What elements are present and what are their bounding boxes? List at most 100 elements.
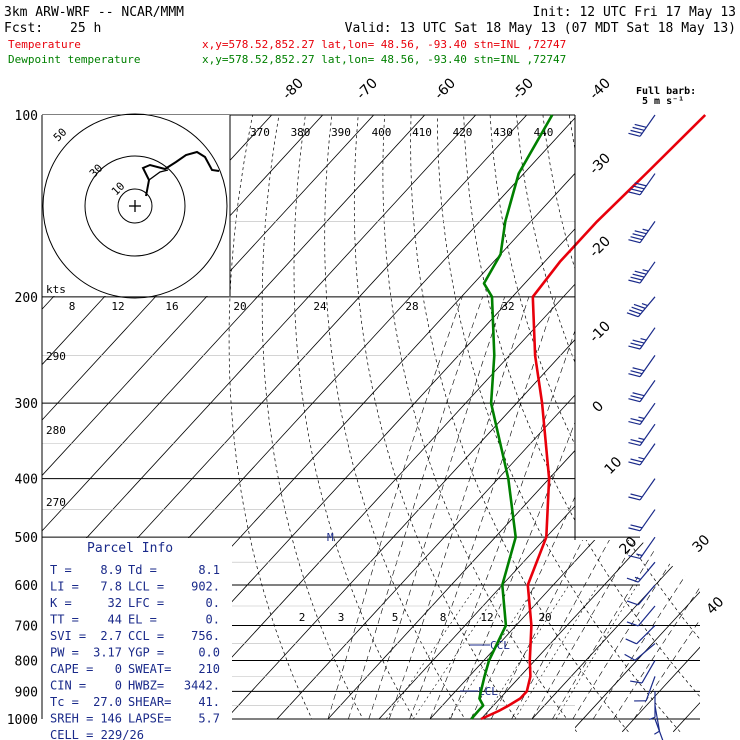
isotherm-label: -20 <box>587 233 614 260</box>
parcel-value: 0. <box>206 596 220 610</box>
wind-barb <box>626 605 656 627</box>
barb-legend-line2: 5 m s⁻¹ <box>642 96 684 107</box>
moist-adiabat <box>450 296 622 720</box>
parcel-value: SREH = <box>50 712 93 726</box>
parcel-value: 41. <box>198 695 220 709</box>
dry-adiabat <box>324 115 474 732</box>
scale-label: 16 <box>165 300 178 313</box>
moist-adiabat <box>327 296 463 720</box>
isotherm-label: -70 <box>354 75 381 102</box>
moist-adiabat <box>470 296 661 720</box>
isotherm-line <box>264 115 700 733</box>
init-time: Init: 12 UTC Fri 17 May 13 <box>533 5 737 20</box>
parcel-value: CAPE = <box>50 662 93 676</box>
mixing-ratio-line <box>412 584 503 720</box>
dry-adiabat <box>353 115 526 732</box>
parcel-value: PW = <box>50 646 79 660</box>
parcel-value: K = <box>50 596 72 610</box>
pressure-label-100: 100 <box>15 109 38 124</box>
isotherm-label: -30 <box>587 150 614 177</box>
mixing-ratio-label: 20 <box>538 611 551 624</box>
parcel-value: 0 <box>115 662 122 676</box>
isotherm-line <box>42 115 336 733</box>
moist-adiabat <box>531 296 700 720</box>
mixing-ratio-label: 8 <box>440 611 447 624</box>
temperature-location: x,y=578.52,852.27 lat,lon= 48.56, -93.40… <box>202 38 566 51</box>
scale-label: 8 <box>69 300 76 313</box>
parcel-value: 756. <box>191 629 220 643</box>
wind-barb <box>626 561 656 583</box>
moist-adiabat <box>613 296 700 720</box>
parcel-value: Td = <box>128 563 157 577</box>
parcel-value: EL = <box>128 613 157 627</box>
valid-time: Valid: 13 UTC Sat 18 May 13 (07 MDT Sat … <box>345 21 736 36</box>
sounding-profiles <box>470 114 707 721</box>
parcel-value: YGP = <box>128 646 164 660</box>
wind-barb <box>628 327 656 350</box>
dry-adiabat <box>410 115 629 733</box>
theta-e-label: 380 <box>291 126 311 139</box>
hodograph: 50 30 10 kts <box>42 113 231 299</box>
hodo-units: kts <box>46 283 66 296</box>
parcel-info-title: Parcel Info <box>87 541 173 556</box>
wind-barb <box>628 478 656 501</box>
mixing-ratio-label: 2 <box>299 611 306 624</box>
wind-barb <box>628 443 656 466</box>
parcel-value: HWBZ= <box>128 679 164 693</box>
temperature-legend: Temperature <box>8 38 81 51</box>
parcel-value: LAPSE= <box>128 712 171 726</box>
wind-barbs <box>624 114 664 740</box>
parcel-value: 27.0 <box>93 695 122 709</box>
isotherm-line <box>519 115 700 733</box>
isotherm-line <box>42 115 387 733</box>
wind-barb <box>624 643 656 661</box>
moist-adiabat <box>429 296 587 720</box>
parcel-value: 5.7 <box>198 712 220 726</box>
lcl-label: LCL <box>478 685 498 698</box>
wind-barb <box>654 705 661 735</box>
dry-adiabat <box>516 115 700 733</box>
parcel-value: 902. <box>191 580 220 594</box>
moist-adiabats <box>327 296 700 720</box>
parcel-value: 0. <box>206 613 220 627</box>
mixing-ratio-label: 12 <box>480 611 493 624</box>
theta-e-label: 370 <box>250 126 270 139</box>
parcel-value: LI = <box>50 580 79 594</box>
isotherm-label: 30 <box>690 532 714 556</box>
parcel-value: 2.7 <box>100 629 122 643</box>
parcel-value: Tc = <box>50 695 79 709</box>
theta-e-label: 390 <box>331 126 351 139</box>
mixing-ratio-line <box>514 584 599 720</box>
parcel-value: TT = <box>50 613 79 627</box>
wind-barb <box>649 691 656 721</box>
dry-adiabat <box>228 115 319 732</box>
wind-barb <box>634 676 656 702</box>
scale-label: 12 <box>111 300 124 313</box>
scale-label: 20 <box>233 300 246 313</box>
mixing-ratio-line <box>555 584 638 720</box>
moist-adiabat <box>409 296 557 720</box>
wind-barb <box>628 221 656 244</box>
dewpoint-legend: Dewpoint temperature <box>8 53 140 66</box>
wind-barb <box>628 380 656 403</box>
parcel-info-box: Parcel Info T = 8.9 Td = 8.1 LI = 7.8 LCL = 902… <box>42 538 232 740</box>
moist-adiabat <box>348 296 483 720</box>
scale-label: 24 <box>313 300 327 313</box>
moist-adiabat <box>592 296 700 720</box>
isotherm-label: 40 <box>704 594 728 618</box>
isotherm-label: -60 <box>432 75 459 102</box>
wind-barb <box>628 402 656 426</box>
parcel-value: 8.1 <box>198 563 220 577</box>
pressure-label-500: 500 <box>15 531 38 546</box>
dry-adiabat <box>382 115 577 733</box>
plot-frame <box>41 115 576 719</box>
mixing-ratio-line <box>483 584 570 720</box>
forecast-label: Fcst: <box>4 21 43 36</box>
dry-adiabat <box>701 115 740 732</box>
theta-label: 290 <box>46 350 66 363</box>
wind-barb <box>628 173 656 196</box>
pressure-label-300: 300 <box>15 397 38 412</box>
mixing-ratio-line <box>385 584 478 720</box>
parcel-value: SVI = <box>50 629 86 643</box>
